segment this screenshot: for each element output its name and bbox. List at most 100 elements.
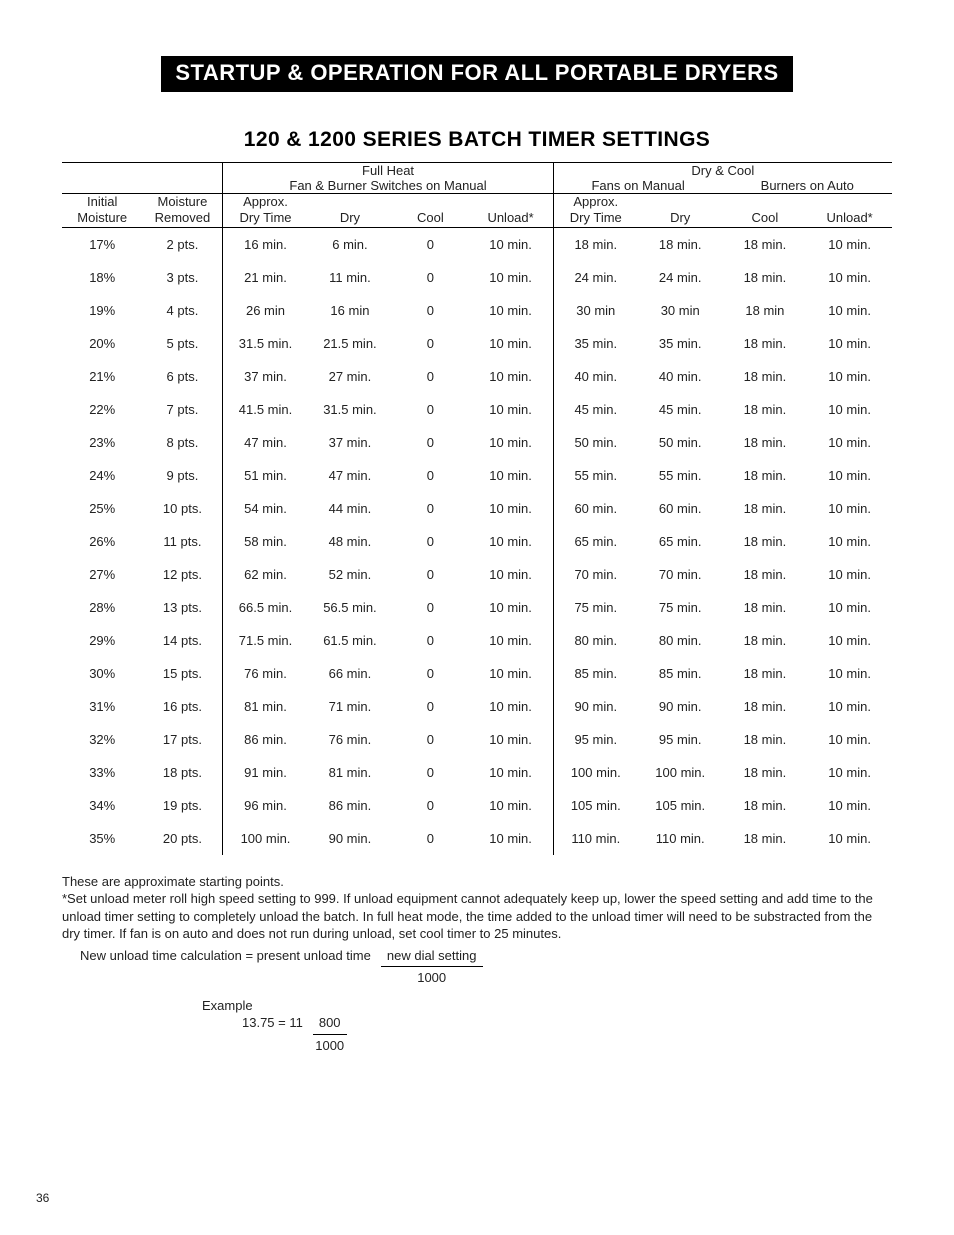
table-cell: 105 min. <box>638 789 723 822</box>
table-row: 27%12 pts.62 min.52 min.010 min.70 min.7… <box>62 558 892 591</box>
col-moisture-removed: MoistureRemoved <box>142 194 222 228</box>
col-cool-a: Cool <box>392 194 468 228</box>
calc-label: New unload time calculation = present un… <box>62 947 371 965</box>
page-subtitle: 120 & 1200 SERIES BATCH TIMER SETTINGS <box>62 128 892 152</box>
table-cell: 18 min. <box>723 789 808 822</box>
page-number: 36 <box>36 1191 49 1205</box>
table-cell: 61.5 min. <box>308 624 393 657</box>
table-cell: 10 min. <box>807 426 892 459</box>
table-cell: 18 min. <box>723 227 808 261</box>
table-cell: 35 min. <box>553 327 638 360</box>
table-cell: 96 min. <box>223 789 308 822</box>
table-cell: 10 min. <box>468 591 553 624</box>
table-cell: 90 min. <box>308 822 393 855</box>
calc-line: New unload time calculation = present un… <box>62 947 892 987</box>
table-cell: 10 pts. <box>142 492 222 525</box>
table-cell: 18 min. <box>723 426 808 459</box>
table-row: 30%15 pts.76 min.66 min.010 min.85 min.8… <box>62 657 892 690</box>
table-cell: 0 <box>392 657 468 690</box>
col-dry-b: Dry <box>638 194 723 228</box>
table-cell: 80 min. <box>638 624 723 657</box>
table-cell: 65 min. <box>553 525 638 558</box>
table-cell: 44 min. <box>308 492 393 525</box>
example-denominator: 1000 <box>313 1035 347 1055</box>
group-full-heat-sub: Fan & Burner Switches on Manual <box>223 178 553 194</box>
table-cell: 18 min. <box>723 459 808 492</box>
col-unload-a: Unload* <box>468 194 553 228</box>
note-approx: These are approximate starting points. <box>62 873 892 891</box>
table-cell: 6 min. <box>308 227 393 261</box>
table-cell: 100 min. <box>553 756 638 789</box>
table-cell: 34% <box>62 789 142 822</box>
table-cell: 10 min. <box>807 360 892 393</box>
table-cell: 0 <box>392 227 468 261</box>
table-cell: 95 min. <box>553 723 638 756</box>
table-cell: 21.5 min. <box>308 327 393 360</box>
group-dry-cool-sub-right: Burners on Auto <box>723 178 892 194</box>
table-cell: 45 min. <box>553 393 638 426</box>
table-cell: 18 min. <box>723 756 808 789</box>
table-cell: 100 min. <box>223 822 308 855</box>
table-cell: 10 min. <box>807 591 892 624</box>
table-cell: 10 min. <box>807 525 892 558</box>
calc-fraction: new dial setting 1000 <box>381 947 483 987</box>
table-cell: 40 min. <box>638 360 723 393</box>
table-cell: 71 min. <box>308 690 393 723</box>
table-cell: 40 min. <box>553 360 638 393</box>
table-row: 35%20 pts.100 min.90 min.010 min.110 min… <box>62 822 892 855</box>
table-cell: 8 pts. <box>142 426 222 459</box>
table-cell: 10 min. <box>468 690 553 723</box>
table-cell: 0 <box>392 294 468 327</box>
table-row: 26%11 pts.58 min.48 min.010 min.65 min.6… <box>62 525 892 558</box>
table-cell: 10 min. <box>468 657 553 690</box>
table-cell: 58 min. <box>223 525 308 558</box>
table-cell: 37 min. <box>308 426 393 459</box>
table-cell: 25% <box>62 492 142 525</box>
table-cell: 18 min. <box>638 227 723 261</box>
table-cell: 0 <box>392 558 468 591</box>
table-cell: 20% <box>62 327 142 360</box>
table-cell: 2 pts. <box>142 227 222 261</box>
table-cell: 16 min <box>308 294 393 327</box>
group-dry-cool-sub-left: Fans on Manual <box>553 178 722 194</box>
table-cell: 18 min. <box>723 492 808 525</box>
table-cell: 10 min. <box>468 294 553 327</box>
table-row: 19%4 pts.26 min16 min010 min.30 min30 mi… <box>62 294 892 327</box>
table-cell: 10 min. <box>468 558 553 591</box>
table-cell: 10 min. <box>468 459 553 492</box>
table-cell: 0 <box>392 822 468 855</box>
example-numerator: 800 <box>313 1014 347 1035</box>
table-cell: 18 min. <box>723 327 808 360</box>
table-cell: 10 min. <box>468 492 553 525</box>
group-full-heat-title: Full Heat <box>223 163 553 179</box>
table-cell: 16 pts. <box>142 690 222 723</box>
table-row: 22%7 pts.41.5 min.31.5 min.010 min.45 mi… <box>62 393 892 426</box>
table-cell: 51 min. <box>223 459 308 492</box>
table-cell: 10 min. <box>807 459 892 492</box>
table-cell: 0 <box>392 690 468 723</box>
table-cell: 18 min. <box>723 591 808 624</box>
table-cell: 48 min. <box>308 525 393 558</box>
table-cell: 62 min. <box>223 558 308 591</box>
table-cell: 85 min. <box>638 657 723 690</box>
table-cell: 17% <box>62 227 142 261</box>
col-approx-dry-time-b: Approx.Dry Time <box>553 194 638 228</box>
table-cell: 0 <box>392 723 468 756</box>
table-cell: 10 min. <box>468 393 553 426</box>
table-cell: 52 min. <box>308 558 393 591</box>
table-cell: 10 min. <box>807 492 892 525</box>
table-cell: 30 min <box>553 294 638 327</box>
table-cell: 10 min. <box>807 558 892 591</box>
table-cell: 7 pts. <box>142 393 222 426</box>
table-cell: 18 min. <box>723 393 808 426</box>
table-cell: 75 min. <box>638 591 723 624</box>
table-cell: 10 min. <box>807 393 892 426</box>
table-cell: 24% <box>62 459 142 492</box>
table-cell: 10 min. <box>807 690 892 723</box>
table-row: 18%3 pts.21 min.11 min.010 min.24 min.24… <box>62 261 892 294</box>
table-cell: 81 min. <box>223 690 308 723</box>
col-unload-b: Unload* <box>807 194 892 228</box>
table-cell: 22% <box>62 393 142 426</box>
table-cell: 20 pts. <box>142 822 222 855</box>
table-cell: 80 min. <box>553 624 638 657</box>
